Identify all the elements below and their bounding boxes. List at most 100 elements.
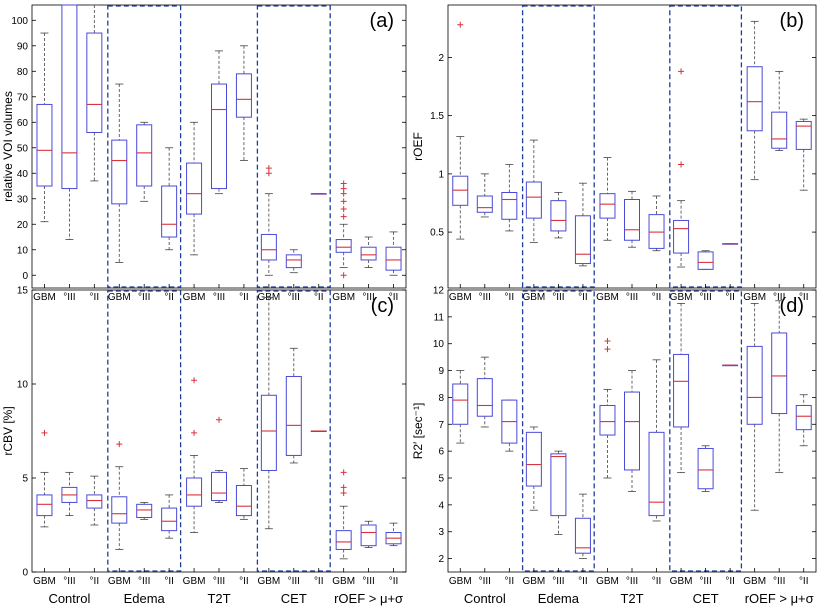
x-tick-label: °II — [90, 292, 100, 303]
x-tick-label: GBM — [449, 576, 472, 587]
box-Control-GBM — [36, 429, 53, 528]
y-tick-label: 90 — [17, 41, 29, 52]
box-Edema-II — [574, 493, 591, 559]
box-iqr — [476, 378, 493, 417]
box-Edema-III — [136, 502, 153, 520]
x-tick-label: GBM — [108, 576, 131, 587]
box-Control-III — [476, 356, 493, 428]
box-iqr — [335, 530, 352, 550]
box-iqr — [574, 517, 591, 554]
x-tick-label: °II — [389, 292, 399, 303]
y-tick-label: 20 — [17, 220, 29, 231]
box-iqr — [599, 404, 616, 436]
outlier-marker — [340, 484, 347, 491]
highlight-box-edema — [107, 290, 182, 572]
box-iqr — [285, 254, 302, 269]
y-tick-label: 30 — [17, 194, 29, 205]
box-iqr — [673, 219, 690, 254]
box-iqr — [186, 477, 203, 507]
x-tick-label: °III — [138, 576, 150, 587]
x-tick-label: °III — [362, 576, 374, 587]
y-tick-label: 11 — [434, 312, 445, 323]
outlier-marker — [678, 68, 685, 75]
box-CET-III — [697, 250, 714, 270]
outlier-marker — [191, 377, 198, 384]
x-tick-label: °II — [314, 292, 324, 303]
y-tick-label: 1.5 — [430, 111, 444, 122]
x-tick-label: °II — [505, 576, 515, 587]
box-rOEF-II — [795, 394, 812, 447]
box-T2T-GBM — [599, 338, 616, 479]
box-rOEF-GBM — [335, 469, 352, 560]
box-rOEF-GBM — [746, 20, 763, 181]
box-iqr — [161, 185, 178, 238]
box-iqr — [260, 394, 277, 471]
x-tick-label: °III — [626, 292, 638, 303]
box-rOEF-III — [771, 300, 788, 474]
box-iqr — [186, 162, 203, 215]
box-iqr — [746, 345, 763, 425]
outlier-marker — [265, 165, 272, 172]
x-tick-label: GBM — [522, 576, 545, 587]
x-tick-label: °II — [164, 576, 174, 587]
x-tick-label: GBM — [108, 292, 131, 303]
highlight-box-edema — [521, 5, 595, 288]
outlier-marker — [340, 213, 347, 220]
x-tick-label: °III — [699, 292, 711, 303]
box-Control-II — [86, 475, 103, 526]
box-rOEF-GBM — [335, 180, 352, 279]
y-axis-label: R2′ [sec⁻¹] — [411, 403, 425, 460]
group-label: Control — [48, 591, 90, 606]
x-tick-label: °II — [652, 292, 662, 303]
axes-frame — [31, 4, 407, 289]
y-tick-label: 10 — [433, 339, 445, 350]
x-tick-label: GBM — [449, 292, 472, 303]
box-iqr — [574, 215, 591, 265]
x-tick-label: GBM — [183, 576, 206, 587]
x-tick-label: °III — [63, 576, 75, 587]
y-tick-label: 15 — [17, 286, 29, 297]
box-iqr — [136, 124, 153, 187]
box-CET-III — [285, 347, 302, 464]
box-iqr — [161, 507, 178, 532]
axes-frame — [447, 289, 817, 573]
group-label: T2T — [620, 591, 643, 606]
box-Control-GBM — [36, 32, 53, 223]
box-CET-GBM — [673, 68, 690, 268]
y-tick-label: 0 — [22, 271, 28, 282]
box-Control-III — [61, 471, 78, 516]
box-iqr — [111, 139, 128, 205]
box-iqr — [335, 239, 352, 253]
box-iqr — [771, 332, 788, 415]
box-Control-GBM — [452, 21, 469, 240]
box-rOEF-II — [385, 231, 402, 276]
group-label: Edema — [538, 591, 580, 606]
box-T2T-II — [648, 195, 665, 252]
box-Edema-GBM — [111, 441, 128, 550]
box-Edema-III — [550, 192, 567, 239]
panel-label: (b) — [780, 10, 804, 32]
box-iqr — [235, 73, 252, 118]
y-tick-label: 100 — [11, 16, 28, 27]
box-Edema-III — [136, 121, 153, 202]
x-tick-label: °III — [479, 576, 491, 587]
x-tick-label: °II — [725, 576, 735, 587]
y-tick-label: 6 — [438, 447, 444, 458]
y-tick-label: 3 — [438, 527, 444, 538]
x-tick-label: °III — [552, 292, 564, 303]
box-T2T-GBM — [186, 121, 203, 256]
x-tick-label: °II — [799, 292, 809, 303]
box-T2T-II — [235, 45, 252, 161]
x-tick-label: °III — [288, 292, 300, 303]
y-tick-label: 2 — [438, 53, 444, 64]
box-CET-II — [722, 243, 739, 245]
y-tick-label: 70 — [17, 92, 29, 103]
x-tick-label: GBM — [183, 292, 206, 303]
x-tick-label: GBM — [670, 292, 693, 303]
y-tick-label: 0.5 — [430, 228, 444, 239]
box-iqr — [452, 175, 469, 206]
box-iqr — [624, 391, 640, 471]
box-T2T-III — [211, 50, 227, 195]
x-tick-label: °III — [213, 292, 225, 303]
